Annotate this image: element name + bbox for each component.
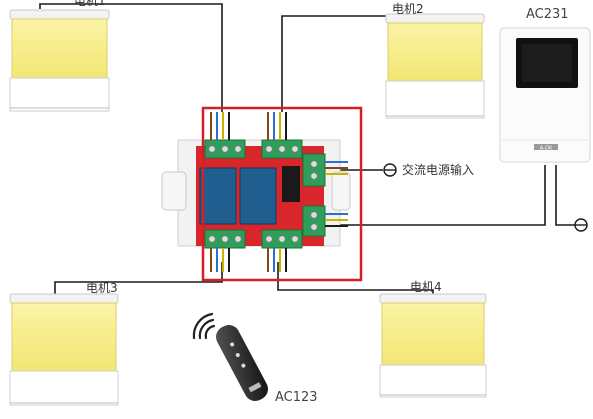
motor-2-blind [385,13,485,119]
motor-2-label: 电机2 [392,2,424,16]
motor-1-label: 电机1 [74,0,106,8]
ac231-panel: A-OK [499,27,591,163]
panel-model-label: AC231 [526,7,569,22]
power-input-label: 交流电源输入 [402,163,475,177]
motor-4-label: 电机4 [410,280,442,294]
power-connector-icon [383,163,397,177]
panel-logo: A-OK [540,146,553,152]
right-connector-icon [574,218,588,232]
motor-1-blind [9,9,110,112]
ac123-remote [216,325,268,401]
motor-3-label: 电机3 [86,281,118,295]
highlight-box [201,106,363,282]
motor-4-blind [379,293,487,398]
wifi-signal-icon [192,312,216,340]
control-board [161,112,351,272]
motor-3-blind [9,293,119,406]
remote-model-label: AC123 [275,390,318,405]
